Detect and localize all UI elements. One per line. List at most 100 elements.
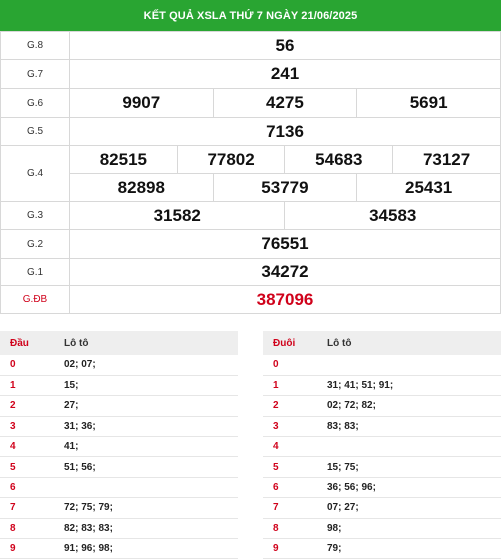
loto-key: 3 bbox=[263, 416, 317, 438]
loto-value bbox=[54, 477, 238, 499]
results-header: KẾT QUẢ XSLA THỨ 7 NGÀY 21/06/2025 bbox=[0, 0, 501, 31]
loto-value: 31; 36; bbox=[54, 416, 238, 438]
loto-value: 79; bbox=[317, 538, 501, 559]
prize-row-g3: G.3 31582 34583 bbox=[0, 201, 501, 230]
prize-row-g7: G.7 241 bbox=[0, 59, 501, 89]
loto-row: 3 31; 36; bbox=[0, 416, 238, 438]
loto-key: 7 bbox=[263, 497, 317, 519]
prize-row-g8: G.8 56 bbox=[0, 31, 501, 60]
prize-table: G.8 56 G.7 241 G.6 9907 4275 5691 G.5 71… bbox=[0, 31, 501, 314]
loto-key: 8 bbox=[0, 518, 54, 540]
loto-value: 98; bbox=[317, 518, 501, 540]
prize-row-g2: G.2 76551 bbox=[0, 229, 501, 259]
loto-value: 02; 07; bbox=[54, 355, 238, 376]
loto-value: 07; 27; bbox=[317, 497, 501, 519]
prize-number: 76551 bbox=[69, 229, 501, 259]
results-title: KẾT QUẢ XSLA THỨ 7 NGÀY 21/06/2025 bbox=[143, 9, 358, 22]
loto-value: 83; 83; bbox=[317, 416, 501, 438]
prize-number: 77802 bbox=[176, 145, 286, 174]
prize-label: G.ĐB bbox=[0, 285, 70, 314]
prize-row-special: G.ĐB 387096 bbox=[0, 285, 501, 314]
loto-row: 7 72; 75; 79; bbox=[0, 497, 238, 519]
prize-label: G.5 bbox=[0, 117, 70, 146]
loto-row: 5 51; 56; bbox=[0, 456, 238, 478]
special-prize-number: 387096 bbox=[69, 285, 501, 314]
prize-number: 7136 bbox=[69, 117, 501, 146]
loto-value: 31; 41; 51; 91; bbox=[317, 375, 501, 397]
loto-key: 9 bbox=[0, 538, 54, 559]
prize-number: 34272 bbox=[69, 258, 501, 286]
prize-label: G.4 bbox=[0, 145, 70, 202]
prize-label: G.6 bbox=[0, 88, 70, 118]
loto-row: 2 02; 72; 82; bbox=[263, 395, 501, 417]
loto-head-col-key: Đầu bbox=[0, 331, 54, 355]
loto-key: 3 bbox=[0, 416, 54, 438]
prize-number: 56 bbox=[69, 31, 501, 60]
prize-number: 54683 bbox=[284, 145, 394, 174]
loto-row: 0 bbox=[263, 355, 501, 376]
loto-value: 41; bbox=[54, 436, 238, 458]
loto-row: 3 83; 83; bbox=[263, 416, 501, 438]
loto-tail-col-key: Đuôi bbox=[263, 331, 317, 355]
loto-value: 27; bbox=[54, 395, 238, 417]
prize-number: 53779 bbox=[212, 173, 358, 202]
loto-value bbox=[317, 436, 501, 458]
loto-row: 0 02; 07; bbox=[0, 355, 238, 376]
loto-row: 9 91; 96; 98; bbox=[0, 538, 238, 559]
prize-number: 34583 bbox=[284, 201, 501, 230]
loto-value: 15; bbox=[54, 375, 238, 397]
loto-key: 6 bbox=[263, 477, 317, 499]
loto-key: 4 bbox=[263, 436, 317, 458]
loto-row: 1 15; bbox=[0, 375, 238, 397]
loto-key: 1 bbox=[263, 375, 317, 397]
prize-row-g1: G.1 34272 bbox=[0, 258, 501, 286]
loto-value: 02; 72; 82; bbox=[317, 395, 501, 417]
loto-key: 2 bbox=[263, 395, 317, 417]
loto-row: 5 15; 75; bbox=[263, 456, 501, 478]
prize-label: G.2 bbox=[0, 229, 70, 259]
loto-key: 5 bbox=[0, 456, 54, 478]
prize-row-g4-b: 82898 53779 25431 bbox=[1, 173, 501, 202]
loto-key: 0 bbox=[0, 355, 54, 376]
loto-row: 8 98; bbox=[263, 518, 501, 540]
loto-value bbox=[317, 355, 501, 376]
loto-value: 15; 75; bbox=[317, 456, 501, 478]
loto-row: 7 07; 27; bbox=[263, 497, 501, 519]
loto-row: 1 31; 41; 51; 91; bbox=[263, 375, 501, 397]
loto-key: 5 bbox=[263, 456, 317, 478]
prize-number: 82515 bbox=[69, 145, 178, 174]
loto-key: 8 bbox=[263, 518, 317, 540]
loto-row: 9 79; bbox=[263, 538, 501, 559]
prize-row-g4: G.4 82515 77802 54683 73127 bbox=[0, 145, 501, 202]
loto-value: 51; 56; bbox=[54, 456, 238, 478]
loto-tail-table: Đuôi Lô tô 0 1 31; 41; 51; 91; 2 02; 72; 8… bbox=[263, 331, 501, 559]
prize-number: 4275 bbox=[212, 88, 358, 118]
loto-value: 36; 56; 96; bbox=[317, 477, 501, 499]
loto-head-col-value: Lô tô bbox=[54, 331, 238, 355]
prize-number: 31582 bbox=[68, 201, 286, 230]
prize-label: G.1 bbox=[0, 258, 70, 286]
prize-row-g5: G.5 7136 bbox=[0, 117, 501, 146]
loto-row: 4 bbox=[263, 436, 501, 458]
loto-row: 6 36; 56; 96; bbox=[263, 477, 501, 499]
prize-row-g6: G.6 9907 4275 5691 bbox=[0, 88, 501, 118]
loto-key: 9 bbox=[263, 538, 317, 559]
loto-row: 6 bbox=[0, 477, 238, 499]
loto-tail-col-value: Lô tô bbox=[317, 331, 501, 355]
loto-value: 72; 75; 79; bbox=[54, 497, 238, 519]
loto-value: 91; 96; 98; bbox=[54, 538, 238, 559]
prize-number: 73127 bbox=[392, 145, 501, 174]
prize-number: 241 bbox=[69, 59, 501, 89]
loto-key: 1 bbox=[0, 375, 54, 397]
prize-label: G.8 bbox=[0, 31, 70, 60]
prize-label: G.3 bbox=[0, 201, 70, 230]
loto-key: 4 bbox=[0, 436, 54, 458]
loto-row: 8 82; 83; 83; bbox=[0, 518, 238, 540]
loto-key: 2 bbox=[0, 395, 54, 417]
loto-key: 0 bbox=[263, 355, 317, 376]
prize-number: 5691 bbox=[356, 88, 501, 118]
prize-number: 82898 bbox=[69, 173, 214, 202]
loto-row: 4 41; bbox=[0, 436, 238, 458]
loto-key: 7 bbox=[0, 497, 54, 519]
